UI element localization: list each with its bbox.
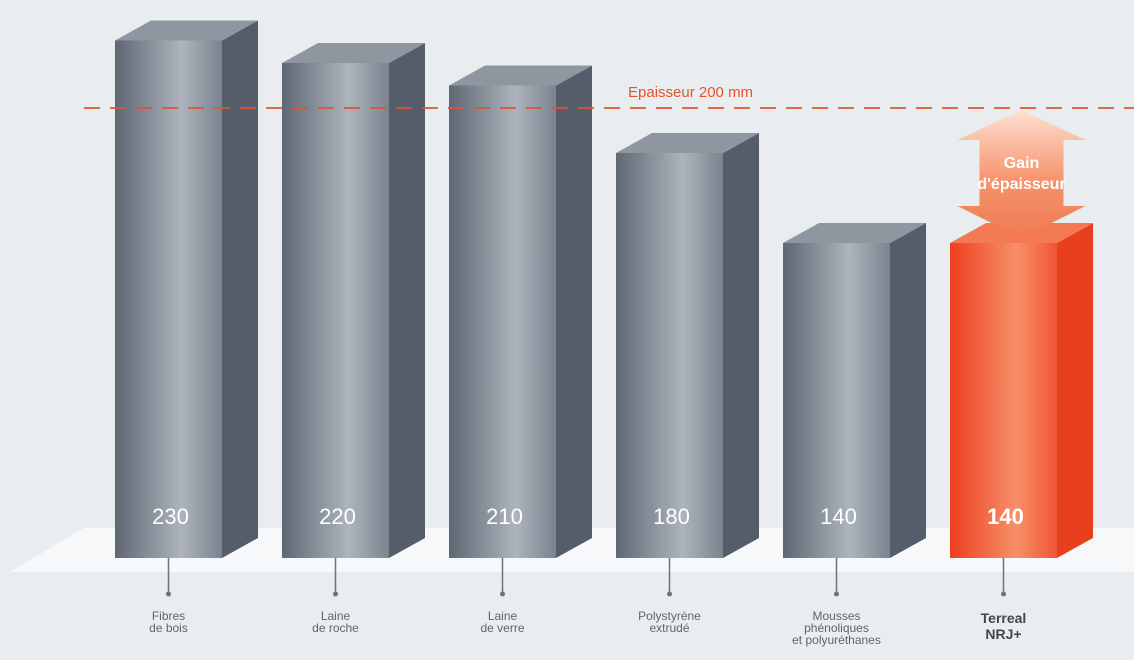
bar-top-0 [115,20,258,41]
bar-front-4 [783,243,890,558]
category-label-5: Terreal NRJ+ [981,610,1027,642]
category-leader-dot-5 [1001,591,1006,597]
category-leader-dot-1 [333,591,338,597]
category-label-line-4-0: Mousses [812,609,860,623]
value-label-1: 220 [319,504,356,529]
value-label-2: 210 [486,504,523,529]
category-leader-dot-3 [667,591,672,597]
category-leader-dot-2 [500,591,505,597]
category-leader-dot-4 [834,591,839,597]
bar-top-1 [282,43,425,63]
bar-4: 140 Mousses phénoliques et polyuréthanes [783,223,926,647]
category-label-line-4-2: et polyuréthanes [792,633,881,647]
bar-side-0 [222,20,258,558]
bar-0: 230 Fibres de bois [115,20,258,635]
category-label-4: Mousses phénoliques et polyuréthanes [792,609,881,647]
bar-top-3 [616,133,759,153]
value-label-0: 230 [152,504,189,529]
category-label-line-3-0: Polystyrène [638,609,701,623]
gain-annotation-label: Gain d'épaisseur [977,155,1065,193]
category-label-line-3-1: extrudé [649,621,689,635]
bar-3: 180 Polystyrène extrudé [616,133,759,635]
category-label-line-0-1: de bois [149,621,188,635]
category-label-line-0-0: Fibres [152,609,185,623]
bar-top-4 [783,223,926,243]
category-label-3: Polystyrène extrudé [638,609,701,635]
bar-side-5 [1057,223,1093,558]
bar-side-3 [723,133,759,558]
bar-1: 220 Laine de roche [282,43,425,635]
bar-2: 210 Laine de verre [449,65,592,635]
category-label-line-1-1: de roche [312,621,359,635]
category-label-line-1-0: Laine [321,609,351,623]
bar-side-2 [556,65,592,558]
gain-arrow [957,110,1086,238]
reference-line-label: Epaisseur 200 mm [628,84,753,101]
category-label-2: Laine de verre [480,609,524,635]
category-label-line-5-1: NRJ+ [985,626,1021,642]
category-label-line-5-0: Terreal [981,610,1027,626]
category-label-0: Fibres de bois [149,609,188,635]
category-label-line-4-1: phénoliques [804,621,869,635]
category-label-1: Laine de roche [312,609,359,635]
bar-front-0 [115,40,222,558]
gain-annotation-line-0: Gain [1004,155,1040,172]
value-label-3: 180 [653,504,690,529]
bar-front-1 [282,63,389,558]
bar-front-5 [950,243,1057,558]
bar-5: 140 Terreal NRJ+ [950,223,1093,642]
category-label-line-2-1: de verre [480,621,524,635]
bar-front-3 [616,153,723,558]
gain-annotation-line-1: d'épaisseur [977,176,1065,193]
value-label-4: 140 [820,504,857,529]
value-label-5: 140 [987,504,1024,529]
bar-side-4 [890,223,926,558]
category-label-line-2-0: Laine [488,609,518,623]
category-leader-dot-0 [166,591,171,597]
bar-side-1 [389,43,425,558]
bar-front-2 [449,85,556,558]
bar-top-2 [449,65,592,86]
